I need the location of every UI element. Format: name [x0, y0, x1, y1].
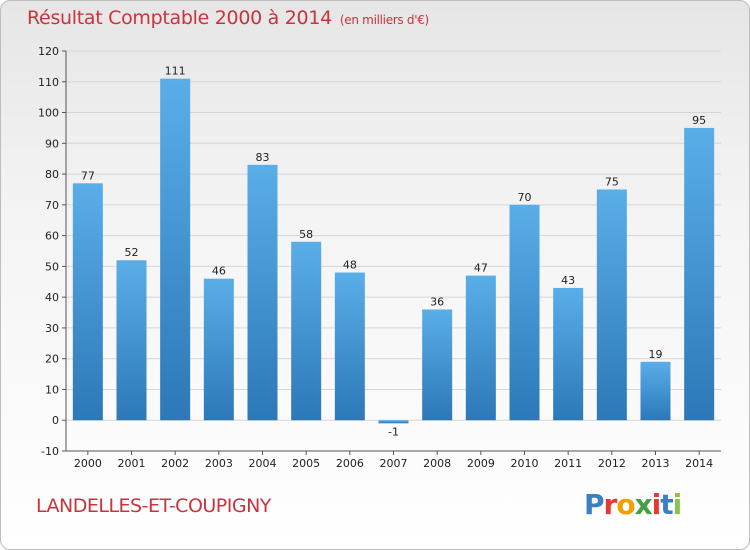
x-tick-label: 2002 — [161, 457, 189, 470]
x-tick-label: 2001 — [118, 457, 146, 470]
x-tick-label: 2008 — [423, 457, 451, 470]
bar — [378, 420, 409, 424]
bar-value-label: 47 — [474, 262, 488, 275]
bar — [203, 278, 234, 421]
x-tick-label: 2000 — [74, 457, 102, 470]
bar-value-label: 83 — [256, 151, 270, 164]
bar — [684, 127, 715, 421]
y-tick-label: 10 — [45, 383, 59, 396]
bar-value-label: 75 — [605, 175, 619, 188]
bar — [640, 361, 671, 421]
x-tick-label: 2013 — [642, 457, 670, 470]
bar — [116, 260, 147, 421]
bar-value-label: 52 — [125, 246, 139, 259]
bar-value-label: 58 — [299, 228, 313, 241]
y-tick-label: 20 — [45, 353, 59, 366]
x-tick-label: 2006 — [336, 457, 364, 470]
x-tick-label: 2010 — [511, 457, 539, 470]
logo-letter: r — [603, 488, 618, 521]
bar-value-label: 95 — [692, 114, 706, 127]
y-tick-label: 30 — [45, 322, 59, 335]
y-tick-label: 70 — [45, 199, 59, 212]
bar-value-label: 46 — [212, 265, 226, 278]
y-tick-label: 100 — [38, 107, 59, 120]
commune-name: LANDELLES-ET-COUPIGNY — [36, 495, 271, 517]
y-tick-label: 90 — [45, 137, 59, 150]
y-tick-label: -10 — [41, 445, 59, 458]
x-tick-label: 2004 — [249, 457, 277, 470]
x-tick-label: 2007 — [380, 457, 408, 470]
bar-value-label: 70 — [518, 191, 532, 204]
bar — [247, 164, 278, 421]
bar — [72, 183, 103, 421]
logo-letter: t — [660, 488, 673, 521]
bar — [422, 309, 453, 421]
logo-letter: P — [584, 488, 605, 521]
bar — [465, 275, 496, 421]
chart-subtitle: (en milliers d'€) — [339, 13, 429, 27]
y-tick-label: 60 — [45, 230, 59, 243]
bar — [509, 204, 540, 421]
x-tick-label: 2009 — [467, 457, 495, 470]
bar — [160, 78, 191, 421]
bar-value-label: 36 — [430, 295, 444, 308]
y-tick-label: 80 — [45, 168, 59, 181]
chart-title-text: Résultat Comptable 2000 à 2014 — [27, 7, 332, 29]
y-tick-label: 40 — [45, 291, 59, 304]
y-tick-label: 50 — [45, 260, 59, 273]
x-tick-label: 2005 — [292, 457, 320, 470]
bar-value-label: 111 — [165, 65, 186, 78]
x-tick-label: 2012 — [598, 457, 626, 470]
bar-value-label: -1 — [388, 425, 399, 438]
chart-title: Résultat Comptable 2000 à 2014 (en millie… — [27, 7, 429, 29]
x-tick-label: 2003 — [205, 457, 233, 470]
bar-value-label: 48 — [343, 259, 357, 272]
logo-letter: i — [672, 488, 683, 521]
bar — [291, 241, 322, 421]
bar — [334, 272, 365, 421]
bar — [553, 287, 584, 421]
logo-letter: x — [634, 488, 653, 521]
logo-letter: o — [616, 488, 635, 521]
bar-value-label: 77 — [81, 169, 95, 182]
bar-value-label: 19 — [649, 348, 663, 361]
proxiti-logo: Proxiti — [584, 488, 683, 521]
x-tick-label: 2014 — [685, 457, 713, 470]
x-tick-label: 2011 — [554, 457, 582, 470]
bar-value-label: 43 — [561, 274, 575, 287]
logo-letter: i — [651, 488, 662, 521]
bar — [596, 189, 627, 421]
y-tick-label: 0 — [52, 414, 59, 427]
y-tick-label: 120 — [38, 45, 59, 58]
y-tick-label: 110 — [38, 76, 59, 89]
